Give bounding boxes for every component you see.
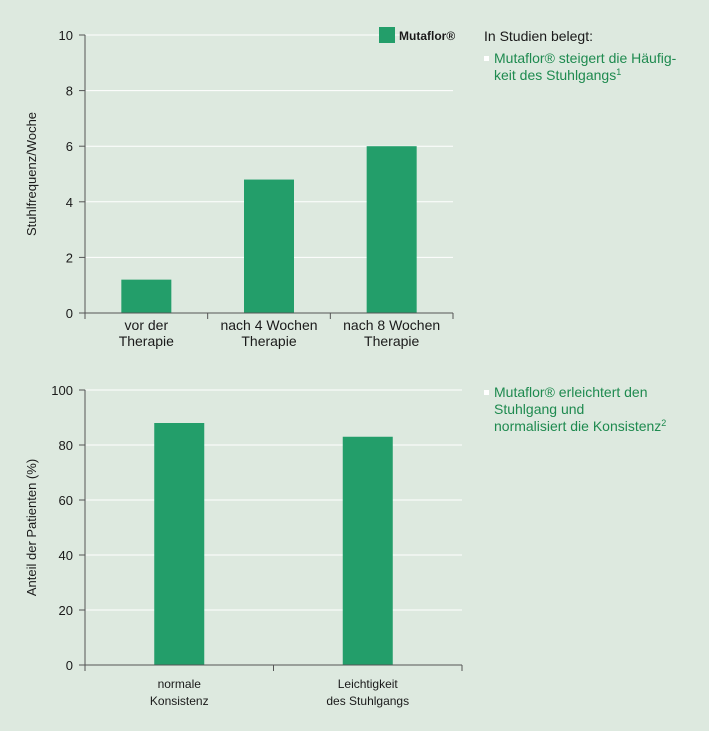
chart-patient-share: 0 20 40 60 80 100 normale Konsistenz Leichtigkei… (24, 383, 463, 708)
note-line: keit des Stuhlgangs1 (494, 67, 622, 83)
x-category-label-line: Therapie (364, 333, 419, 349)
y-tick-label: 0 (66, 306, 73, 321)
y-tick-label: 80 (59, 438, 73, 453)
footnote-ref: 1 (616, 67, 622, 77)
y-tick-label: 2 (66, 250, 73, 265)
y-tick-label: 20 (59, 603, 73, 618)
legend-swatch (379, 27, 395, 43)
bar (121, 279, 172, 313)
y-tick-label: 60 (59, 493, 73, 508)
y-tick-label: 10 (59, 28, 73, 43)
bullet-square-icon (484, 390, 489, 395)
x-category-label-line: vor der (125, 317, 169, 333)
bar (366, 146, 417, 313)
y-tick-label: 4 (66, 195, 73, 210)
y-tick-label: 40 (59, 548, 73, 563)
y-tick-label: 0 (66, 658, 73, 673)
bar (244, 179, 294, 313)
x-category-label: nach 4 Wochen Therapie (220, 317, 317, 349)
x-category-label: normale Konsistenz (150, 677, 209, 708)
bar (342, 436, 393, 665)
note-bullet-consistency: Mutaflor® erleichtert den Stuhlgang und … (484, 384, 699, 435)
footnote-ref: 2 (661, 418, 667, 428)
x-category-label-line: nach 8 Wochen (343, 317, 440, 333)
bullet-square-icon (484, 56, 489, 61)
x-category-label: Leichtigkeit des Stuhlgangs (326, 677, 409, 708)
note-line: normalisiert die Konsistenz2 (494, 418, 667, 434)
note-line: Mutaflor® erleichtert den (494, 384, 648, 400)
bar (154, 423, 205, 665)
note-line: Mutaflor® steigert die Häufig- (494, 50, 677, 66)
note-bullet-frequency: Mutaflor® steigert die Häufig- keit des … (484, 50, 699, 84)
x-category-label-line: nach 4 Wochen (220, 317, 317, 333)
x-category-label: nach 8 Wochen Therapie (343, 317, 440, 349)
notes-heading: In Studien belegt: (484, 28, 593, 44)
y-tick-label: 100 (51, 383, 73, 398)
x-category-label-line: Konsistenz (150, 694, 209, 708)
study-notes-top: In Studien belegt: Mutaflor® steigert di… (484, 28, 699, 84)
x-category-label-line: des Stuhlgangs (326, 694, 409, 708)
x-category-label: vor der Therapie (119, 317, 174, 349)
y-axis-title: Stuhlfrequenz/Woche (24, 112, 39, 236)
study-notes-bottom: Mutaflor® erleichtert den Stuhlgang und … (484, 384, 699, 435)
x-category-label-line: Leichtigkeit (338, 677, 399, 691)
y-tick-label: 8 (66, 84, 73, 99)
x-category-label-line: Therapie (119, 333, 174, 349)
x-category-label-line: Therapie (241, 333, 296, 349)
note-line: Stuhlgang und (494, 401, 585, 417)
y-axis-title: Anteil der Patienten (%) (24, 459, 39, 596)
y-tick-label: 6 (66, 139, 73, 154)
x-category-label-line: normale (158, 677, 202, 691)
legend-label: Mutaflor® (399, 29, 455, 43)
